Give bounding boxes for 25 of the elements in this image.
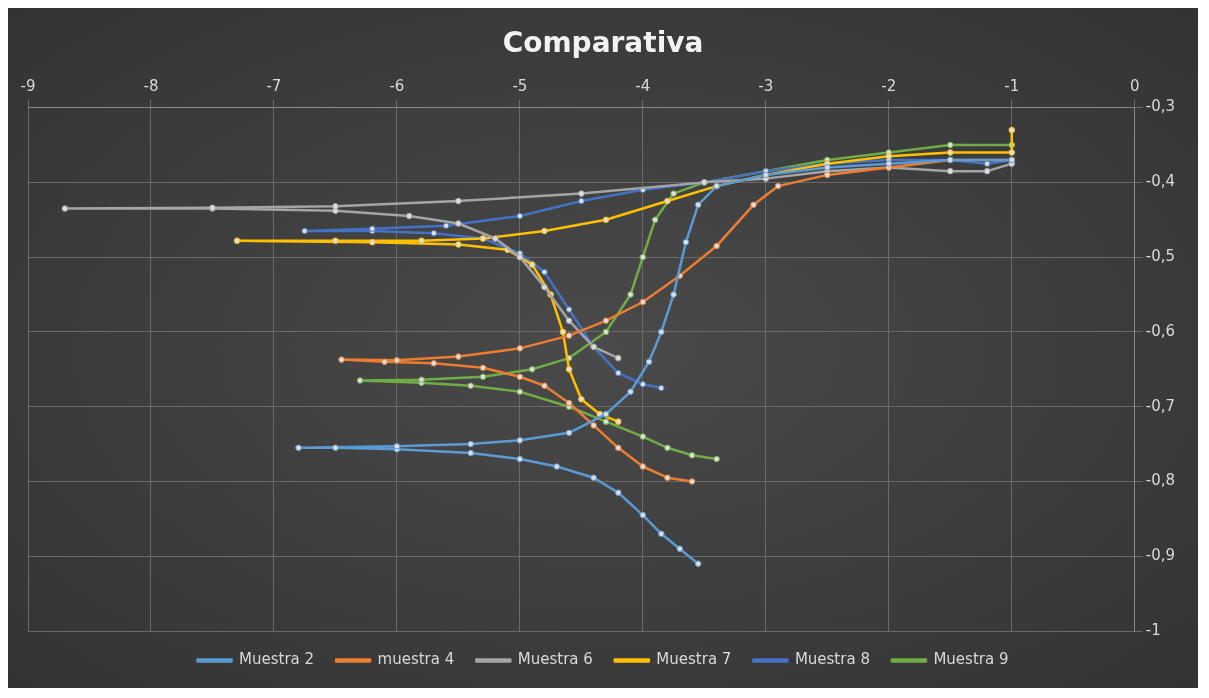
x-tick-label: -8: [143, 77, 159, 96]
legend-label: Muestra 6: [517, 650, 593, 669]
chart-title: Comparativa: [502, 26, 704, 60]
x-tick-label: -5: [512, 77, 528, 96]
x-tick-label: -9: [20, 77, 36, 96]
x-tick-label: -3: [758, 77, 774, 96]
legend-label: Muestra 7: [656, 650, 732, 669]
legend-label: Muestra 9: [933, 650, 1009, 669]
legend-label: muestra 4: [377, 650, 455, 669]
legend-label: Muestra 2: [239, 650, 315, 669]
x-tick-label: -4: [635, 77, 651, 96]
y-tick-label: -0,5: [1145, 247, 1176, 266]
y-tick-label: -0,9: [1145, 546, 1176, 565]
x-tick-label: 0: [1129, 77, 1140, 96]
x-tick-label: -1: [1004, 77, 1020, 96]
y-tick-label: -0,6: [1145, 321, 1176, 340]
y-tick-label: -1: [1145, 620, 1161, 639]
x-tick-label: -7: [266, 77, 282, 96]
legend-label: Muestra 8: [794, 650, 870, 669]
y-tick-label: -0,7: [1145, 396, 1176, 415]
x-tick-label: -2: [881, 77, 897, 96]
y-tick-label: -0,3: [1145, 97, 1176, 116]
x-tick-label: -6: [389, 77, 405, 96]
y-tick-label: -0,8: [1145, 471, 1176, 490]
y-tick-label: -0,4: [1145, 172, 1176, 191]
